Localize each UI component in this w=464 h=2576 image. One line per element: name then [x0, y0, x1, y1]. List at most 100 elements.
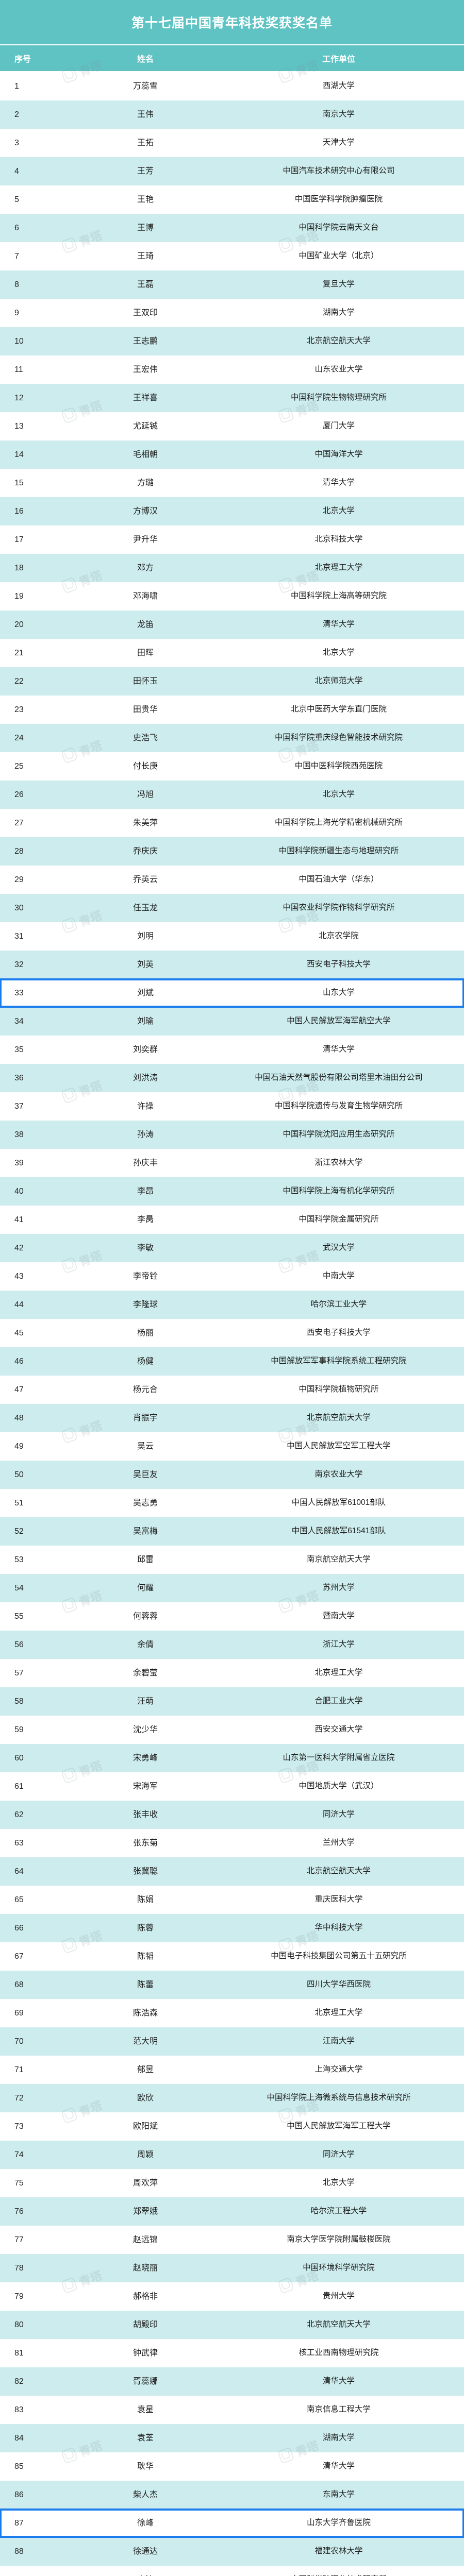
table-row: 16 方博汉 北京大学 — [0, 497, 464, 526]
cell-organization: 中国科学院遗传与发育生物学研究所 — [274, 1101, 403, 1111]
table-row: 57 余碧莹 北京理工大学 — [0, 1659, 464, 1687]
cell-organization: 哈尔滨工业大学 — [310, 1300, 367, 1309]
cell-name: 王志鹏 — [132, 336, 158, 346]
cell-name: 王宏伟 — [132, 365, 158, 374]
cell-index: 69 — [14, 2008, 24, 2018]
table-row: 48 肖振宇 北京航空航天大学 — [0, 1404, 464, 1432]
cell-name: 刘英 — [137, 960, 154, 969]
cell-name: 肖振宇 — [132, 1413, 158, 1422]
table-row: 50 吴巨友 南京农业大学 — [0, 1461, 464, 1489]
cell-index: 65 — [14, 1895, 24, 1904]
table-row: 44 李隆球 哈尔滨工业大学 — [0, 1291, 464, 1319]
table-row: 6 王博 中国科学院云南天文台 — [0, 214, 464, 242]
cell-organization: 同济大学 — [322, 2150, 355, 2159]
cell-organization: 中国科学院上海光学精密机械研究所 — [274, 818, 403, 827]
cell-organization: 苏州大学 — [322, 1583, 355, 1592]
cell-name: 许操 — [137, 1101, 154, 1111]
cell-organization: 中南大学 — [322, 1272, 355, 1281]
cell-name: 吴云 — [137, 1442, 154, 1451]
cell-organization: 山东第一医科大学附属省立医院 — [283, 1753, 395, 1762]
cell-organization: 西安交通大学 — [314, 1725, 363, 1734]
table-row: 66 陈蓉 华中科技大学 — [0, 1914, 464, 1942]
cell-index: 4 — [14, 166, 19, 176]
cell-organization: 同济大学 — [322, 1810, 355, 1819]
cell-index: 22 — [14, 676, 24, 686]
cell-name: 王芳 — [137, 166, 154, 176]
cell-index: 7 — [14, 251, 19, 261]
cell-name: 吴志勇 — [132, 1498, 158, 1507]
cell-organization: 北京农学院 — [319, 931, 359, 941]
table-row: 75 周欢萍 北京大学 — [0, 2169, 464, 2197]
table-row: 25 付长庚 中国中医科学院西苑医院 — [0, 752, 464, 781]
cell-organization: 兰州大学 — [322, 1838, 355, 1848]
cell-name: 宋海军 — [132, 1782, 158, 1791]
cell-name: 张冀聪 — [132, 1867, 158, 1876]
cell-name: 田怀玉 — [132, 676, 158, 686]
cell-index: 56 — [14, 1640, 24, 1649]
cell-organization: 中国科学院金属研究所 — [299, 1215, 379, 1224]
table-row: 12 王祥喜 中国科学院生物物理研究所 — [0, 384, 464, 412]
cell-name: 王双印 — [132, 308, 158, 317]
table-row: 32 刘英 西安电子科技大学 — [0, 951, 464, 979]
cell-index: 44 — [14, 1300, 24, 1309]
table-row: 33 刘斌 山东大学 — [0, 978, 464, 1008]
table-row: 68 陈蕾 四川大学华西医院 — [0, 1971, 464, 1999]
cell-index: 12 — [14, 393, 24, 402]
cell-organization: 合肥工业大学 — [314, 1697, 363, 1706]
cell-name: 王磊 — [137, 280, 154, 289]
table-row: 43 李帝铨 中南大学 — [0, 1262, 464, 1291]
cell-name: 刘明 — [137, 931, 154, 941]
table-row: 72 欧欣 中国科学院上海微系统与信息技术研究所 — [0, 2084, 464, 2112]
cell-index: 29 — [14, 875, 24, 884]
cell-name: 袁荃 — [137, 2433, 154, 2443]
cell-organization: 西湖大学 — [322, 81, 355, 91]
cell-name: 尹升华 — [132, 535, 158, 544]
table-row: 29 乔英云 中国石油大学（华东） — [0, 866, 464, 894]
cell-name: 李敏 — [137, 1243, 154, 1252]
cell-index: 46 — [14, 1357, 24, 1366]
table-row: 59 沈少华 西安交通大学 — [0, 1716, 464, 1744]
cell-organization: 重庆医科大学 — [314, 1895, 363, 1904]
table-row: 18 邓方 北京理工大学 — [0, 554, 464, 582]
cell-name: 冯旭 — [137, 790, 154, 799]
cell-name: 沈少华 — [132, 1725, 158, 1734]
table-row: 76 郑翠娥 哈尔滨工程大学 — [0, 2197, 464, 2226]
cell-organization: 西安电子科技大学 — [306, 960, 371, 969]
cell-index: 62 — [14, 1810, 24, 1819]
table-row: 56 余倩 浙江大学 — [0, 1631, 464, 1659]
cell-index: 61 — [14, 1782, 24, 1791]
table-row: 67 陈韬 中国电子科技集团公司第五十五研究所 — [0, 1942, 464, 1971]
cell-index: 43 — [14, 1272, 24, 1281]
cell-organization: 北京大学 — [322, 506, 355, 516]
cell-name: 钟武律 — [132, 2348, 158, 2358]
cell-name: 张东菊 — [132, 1838, 158, 1848]
cell-name: 胡殿印 — [132, 2320, 158, 2329]
table-row: 73 欧阳斌 中国人民解放军海军工程大学 — [0, 2112, 464, 2141]
cell-name: 何耀 — [137, 1583, 154, 1592]
cell-organization: 北京大学 — [322, 790, 355, 799]
cell-organization: 中国电子科技集团公司第五十五研究所 — [271, 1952, 407, 1961]
cell-index: 20 — [14, 620, 24, 629]
table-row: 55 何蓉蓉 暨南大学 — [0, 1602, 464, 1631]
cell-name: 乔英云 — [132, 875, 158, 884]
cell-name: 史浩飞 — [132, 733, 158, 742]
table-row: 8 王磊 复旦大学 — [0, 270, 464, 299]
cell-organization: 江南大学 — [322, 2037, 355, 2046]
table-row: 47 杨元合 中国科学院植物研究所 — [0, 1376, 464, 1404]
cell-organization: 贵州大学 — [322, 2292, 355, 2301]
table-row: 77 赵远锦 南京大学医学院附属鼓楼医院 — [0, 2226, 464, 2254]
cell-name: 吴巨友 — [132, 1470, 158, 1479]
cell-index: 14 — [14, 450, 24, 459]
cell-index: 31 — [14, 931, 24, 941]
table-row: 46 杨健 中国解放军军事科学院系统工程研究院 — [0, 1347, 464, 1376]
cell-name: 田贵华 — [132, 705, 158, 714]
cell-organization: 核工业西南物理研究院 — [299, 2348, 379, 2358]
cell-name: 王博 — [137, 223, 154, 232]
table-row: 87 徐峰 山东大学齐鲁医院 — [0, 2509, 464, 2538]
table-row: 10 王志鹏 北京航空航天大学 — [0, 327, 464, 355]
cell-index: 49 — [14, 1442, 24, 1451]
table-row: 19 邓海啸 中国科学院上海高等研究院 — [0, 582, 464, 611]
cell-name: 孙涛 — [137, 1130, 154, 1139]
cell-organization: 南京航空航天大学 — [306, 1555, 371, 1564]
cell-index: 59 — [14, 1725, 24, 1734]
